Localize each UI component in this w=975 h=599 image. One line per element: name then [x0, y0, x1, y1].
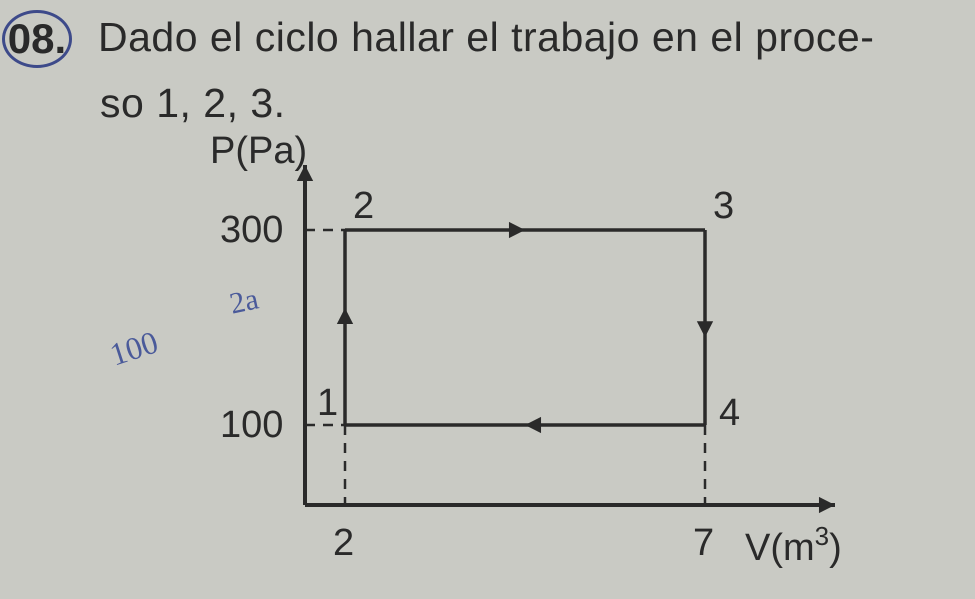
point-label-1: 1 — [317, 382, 338, 424]
question-text-line1: Dado el ciclo hallar el trabajo en el pr… — [98, 14, 874, 61]
point-label-3: 3 — [713, 185, 734, 227]
y-tick-300: 300 — [220, 209, 283, 251]
y-axis-label: P(Pa) — [210, 135, 307, 172]
y-tick-100: 100 — [220, 404, 283, 446]
question-text-line2: so 1, 2, 3. — [100, 80, 286, 127]
question-number: 08. — [8, 15, 66, 63]
x-tick-7: 7 — [693, 522, 714, 564]
point-label-4: 4 — [719, 392, 740, 434]
point-label-2: 2 — [353, 185, 374, 227]
question-number-circle: 08. — [2, 10, 72, 68]
pv-diagram-svg: P(Pa)V(m3)300100271234 — [145, 135, 925, 585]
pv-diagram: P(Pa)V(m3)300100271234 — [145, 135, 925, 585]
x-tick-2: 2 — [333, 522, 354, 564]
x-axis-label: V(m3) — [745, 521, 842, 569]
